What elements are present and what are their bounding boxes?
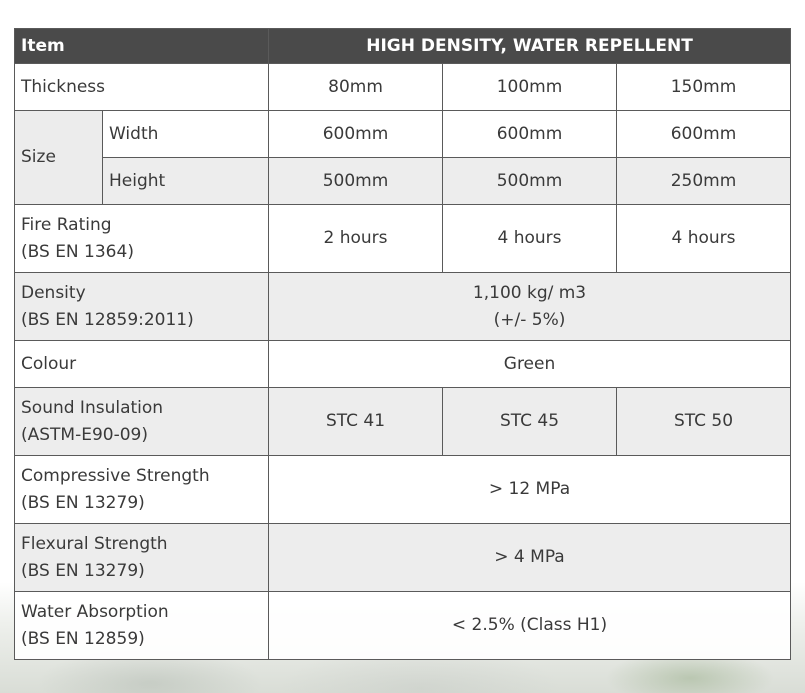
fire-rating-label-cell: Fire Rating (BS EN 1364) (13, 204, 270, 273)
flexural-strength-label-cell: Flexural Strength (BS EN 13279) (13, 523, 270, 592)
density-tolerance: (+/- 5%) (493, 309, 566, 330)
flexural-strength-value: > 4 MPa (268, 523, 792, 592)
size-label: Size (14, 110, 103, 205)
header-spec: HIGH DENSITY, WATER REPELLENT (268, 28, 792, 64)
row-compressive-strength: Compressive Strength (BS EN 13279) > 12 … (13, 455, 792, 524)
water-absorption-value: < 2.5% (Class H1) (268, 591, 792, 660)
height-value-2: 500mm (442, 157, 618, 205)
row-thickness: Thickness 80mm 100mm 150mm (13, 63, 792, 111)
density-label: Density (21, 282, 86, 303)
sound-insulation-label-cell: Sound Insulation (ASTM-E90-09) (13, 387, 270, 456)
sound-insulation-label: Sound Insulation (21, 397, 164, 418)
flexural-strength-standard: (BS EN 13279) (21, 560, 145, 581)
density-value: 1,100 kg/ m3 (472, 282, 587, 303)
colour-label: Colour (13, 340, 270, 388)
row-colour: Colour Green (13, 340, 792, 388)
width-value-3: 600mm (616, 110, 792, 158)
water-absorption-label-cell: Water Absorption (BS EN 12859) (13, 591, 270, 660)
height-label: Height (101, 157, 270, 205)
compressive-strength-label-cell: Compressive Strength (BS EN 13279) (13, 455, 270, 524)
row-sound-insulation: Sound Insulation (ASTM-E90-09) STC 41 ST… (13, 387, 792, 456)
row-flexural-strength: Flexural Strength (BS EN 13279) > 4 MPa (13, 523, 792, 592)
compressive-strength-value: > 12 MPa (268, 455, 792, 524)
sound-insulation-value-3: STC 50 (616, 387, 792, 456)
thickness-value-3: 150mm (616, 63, 792, 111)
table-header-row: Item HIGH DENSITY, WATER REPELLENT (13, 28, 792, 64)
row-size-width: Size Width 600mm 600mm 600mm (14, 110, 792, 205)
thickness-value-2: 100mm (442, 63, 618, 111)
spec-table: Item HIGH DENSITY, WATER REPELLENT Thick… (13, 28, 792, 660)
row-water-absorption: Water Absorption (BS EN 12859) < 2.5% (C… (13, 591, 792, 660)
fire-rating-value-1: 2 hours (268, 204, 444, 273)
sound-insulation-value-1: STC 41 (268, 387, 444, 456)
thickness-value-1: 80mm (268, 63, 444, 111)
height-value-1: 500mm (268, 157, 444, 205)
width-value-2: 600mm (442, 110, 618, 158)
thickness-label: Thickness (13, 63, 270, 111)
water-absorption-label: Water Absorption (21, 601, 169, 622)
header-item: Item (13, 28, 270, 64)
fire-rating-label: Fire Rating (21, 214, 112, 235)
height-value-3: 250mm (616, 157, 792, 205)
sound-insulation-value-2: STC 45 (442, 387, 618, 456)
compressive-strength-standard: (BS EN 13279) (21, 492, 145, 513)
flexural-strength-label: Flexural Strength (21, 533, 168, 554)
density-standard: (BS EN 12859:2011) (21, 309, 194, 330)
row-fire-rating: Fire Rating (BS EN 1364) 2 hours 4 hours… (13, 204, 792, 273)
colour-value: Green (268, 340, 792, 388)
density-value-cell: 1,100 kg/ m3 (+/- 5%) (268, 272, 792, 341)
fire-rating-standard: (BS EN 1364) (21, 241, 134, 262)
width-value-1: 600mm (268, 110, 444, 158)
fire-rating-value-3: 4 hours (616, 204, 792, 273)
sound-insulation-standard: (ASTM-E90-09) (21, 424, 149, 445)
width-label: Width (101, 110, 270, 158)
compressive-strength-label: Compressive Strength (21, 465, 210, 486)
density-label-cell: Density (BS EN 12859:2011) (13, 272, 270, 341)
water-absorption-standard: (BS EN 12859) (21, 628, 145, 649)
row-density: Density (BS EN 12859:2011) 1,100 kg/ m3 … (13, 272, 792, 341)
fire-rating-value-2: 4 hours (442, 204, 618, 273)
row-size-height: Height 500mm 500mm 250mm (15, 157, 792, 205)
